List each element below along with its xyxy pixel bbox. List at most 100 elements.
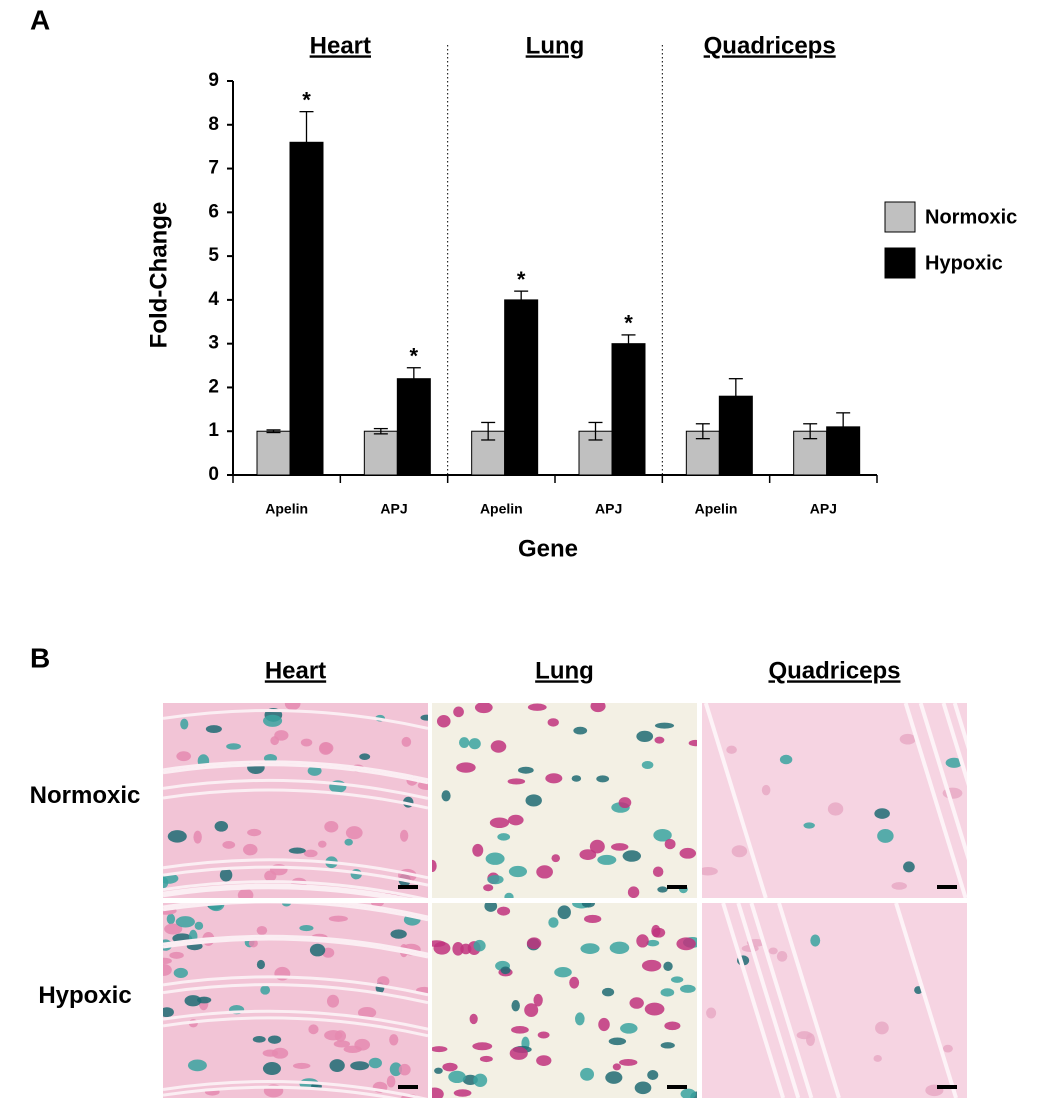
cell-nucleus (620, 1023, 638, 1034)
cell-nucleus (726, 745, 737, 754)
cell-nucleus (318, 840, 327, 848)
cell-nucleus (222, 840, 236, 849)
cell-nucleus (636, 730, 654, 742)
cell-nucleus (401, 736, 412, 747)
micrograph-content (702, 703, 967, 898)
cell-nucleus (945, 757, 963, 768)
fiber-gap (163, 858, 428, 880)
cell-nucleus (679, 847, 697, 859)
cell-nucleus (459, 737, 470, 748)
cell-nucleus (284, 703, 301, 711)
scale-bar (398, 1085, 418, 1089)
cell-nucleus (619, 1059, 638, 1066)
cell-nucleus (193, 830, 202, 844)
cell-nucleus (267, 1035, 282, 1044)
cell-nucleus (344, 838, 353, 846)
error-bar (373, 427, 388, 435)
cell-nucleus (554, 967, 572, 978)
cell-nucleus (307, 765, 322, 776)
cell-nucleus (557, 905, 571, 920)
fiber-gap (777, 903, 841, 1098)
x-tick-label: Apelin (695, 501, 738, 517)
cell-nucleus (453, 1089, 472, 1097)
cell-nucleus (545, 773, 563, 784)
cell-nucleus (571, 775, 582, 782)
cell-nucleus (569, 976, 580, 989)
cell-nucleus (432, 859, 437, 873)
cell-nucleus (664, 1021, 681, 1031)
cell-nucleus (354, 1038, 371, 1051)
x-tick-label: APJ (595, 501, 622, 517)
cell-nucleus (309, 943, 326, 957)
cell-nucleus (329, 1059, 345, 1073)
y-tick-label: 9 (208, 70, 219, 91)
legend-swatch (884, 201, 916, 233)
cell-nucleus (533, 993, 543, 1007)
cell-nucleus (436, 715, 451, 728)
cell-nucleus (573, 726, 588, 735)
fiber-gap (941, 703, 967, 787)
cell-nucleus (590, 703, 606, 713)
cell-nucleus (779, 754, 793, 765)
panel-label: B (30, 642, 50, 673)
error-bar (803, 423, 818, 440)
legend-label: Normoxic (925, 206, 1017, 228)
cell-nucleus (537, 1031, 550, 1039)
fiber-gap (163, 788, 428, 810)
fiber-gap (163, 983, 428, 1005)
cell-nucleus (248, 939, 258, 948)
cell-nucleus (526, 937, 542, 950)
cell-nucleus (497, 906, 511, 916)
micrograph (163, 703, 428, 898)
error-bar (299, 110, 314, 143)
cell-nucleus (875, 1021, 889, 1035)
cell-nucleus (472, 843, 484, 857)
scale-bar (667, 1085, 687, 1089)
cell-nucleus (262, 1062, 281, 1076)
cell-nucleus (350, 1061, 370, 1071)
cell-nucleus (474, 703, 493, 714)
cell-nucleus (664, 838, 676, 850)
panel-label: A (30, 4, 50, 35)
cell-nucleus (688, 739, 697, 747)
cell-nucleus (173, 967, 188, 978)
cell-nucleus (874, 808, 890, 819)
fiber-gap (163, 760, 428, 782)
cell-nucleus (214, 820, 229, 832)
cell-nucleus (903, 861, 915, 873)
cell-nucleus (654, 736, 665, 744)
bar (256, 430, 291, 476)
cell-nucleus (389, 1062, 403, 1077)
fiber-gap (952, 703, 967, 750)
cell-nucleus (456, 762, 476, 773)
micrograph-content (432, 903, 697, 1098)
cell-nucleus (460, 943, 472, 955)
cell-nucleus (256, 959, 266, 970)
y-tick-label: 0 (208, 464, 219, 485)
column-label: Quadriceps (768, 657, 900, 684)
cell-nucleus (657, 886, 668, 893)
cell-nucleus (484, 903, 498, 912)
error-bar (266, 429, 281, 434)
cell-nucleus (827, 802, 844, 816)
cell-nucleus (432, 1046, 448, 1053)
cell-nucleus (359, 753, 371, 761)
cell-nucleus (810, 934, 821, 947)
fiber-gap (749, 903, 814, 1098)
y-tick-label: 3 (208, 333, 219, 354)
cell-nucleus (536, 1055, 552, 1066)
micrograph-content (163, 903, 428, 1098)
cell-nucleus (288, 847, 306, 854)
error-bar (621, 334, 636, 344)
cell-nucleus (511, 1000, 520, 1012)
micrograph (432, 903, 697, 1098)
fiber-gap (721, 903, 786, 1098)
cell-nucleus (580, 1067, 595, 1081)
scale-bar (667, 885, 687, 889)
fiber-gap (163, 975, 428, 997)
significance-marker: * (624, 311, 633, 336)
cell-nucleus (400, 829, 409, 842)
cell-nucleus (256, 925, 268, 935)
cell-nucleus (873, 1055, 882, 1062)
cell-nucleus (547, 718, 559, 727)
